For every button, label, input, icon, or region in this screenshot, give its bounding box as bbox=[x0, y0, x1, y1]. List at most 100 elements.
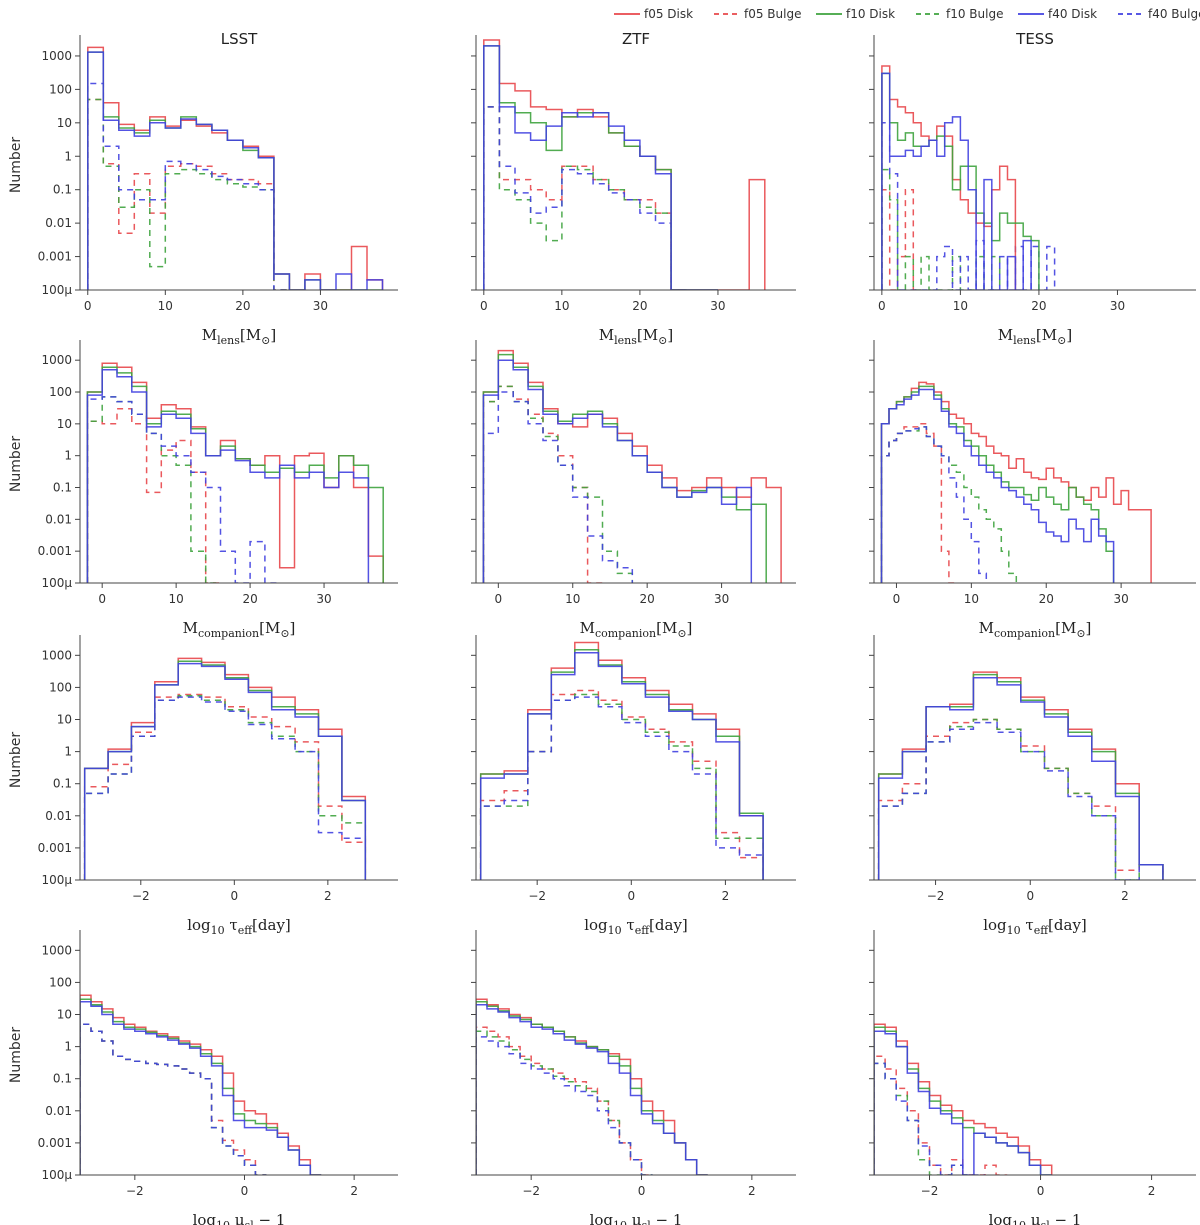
y-tick-label: 1000 bbox=[41, 49, 72, 63]
x-axis-label-subscript: sl bbox=[642, 1219, 652, 1225]
histogram-series-f05-disk bbox=[476, 998, 708, 1175]
y-tick-label: 1 bbox=[64, 149, 72, 163]
y-tick-label: 0.01 bbox=[45, 512, 72, 526]
y-tick-label: 100 bbox=[49, 385, 72, 399]
x-tick-label: 0 bbox=[878, 299, 886, 313]
y-tick-label: 100μ bbox=[41, 1168, 72, 1182]
panel-plot-area bbox=[80, 994, 322, 1175]
panel-plot-area bbox=[86, 362, 384, 583]
x-tick-label: 20 bbox=[1039, 592, 1054, 606]
x-axis-label-part: ] bbox=[667, 326, 673, 344]
x-tick-label: −2 bbox=[528, 889, 546, 903]
histogram-series-f05-bulge bbox=[880, 423, 957, 583]
histogram-series-f40-disk bbox=[86, 369, 370, 583]
x-axis-label-subscript: lens bbox=[1013, 334, 1036, 347]
panel: −2 0 2 log10 μsl − 1 bbox=[471, 930, 796, 1225]
panel: −2 0 2 log10 τeff[day] bbox=[869, 635, 1196, 937]
histogram-series-f40-bulge bbox=[874, 1062, 985, 1175]
x-axis-label-subscript: eff bbox=[635, 924, 651, 937]
y-axis-label: Number bbox=[8, 1027, 24, 1083]
y-tick-label: 10 bbox=[57, 417, 72, 431]
x-tick-label: 0 bbox=[98, 592, 106, 606]
x-axis-label-subscript: companion bbox=[595, 627, 656, 640]
x-tick-label: 30 bbox=[1113, 592, 1128, 606]
column-titles: LSST ZTF TESS bbox=[221, 30, 1054, 48]
panel-plot-area bbox=[87, 46, 384, 290]
histogram-series-f05-bulge bbox=[881, 188, 922, 290]
x-tick-label: 10 bbox=[565, 592, 580, 606]
column-title: TESS bbox=[1015, 30, 1054, 48]
x-axis-label-part: μ bbox=[627, 1211, 642, 1225]
x-tick-label: 20 bbox=[1031, 299, 1046, 313]
x-axis-label-part: log bbox=[983, 916, 1007, 934]
x-axis-label-part: − 1 bbox=[254, 1211, 286, 1225]
x-axis-label-part: M bbox=[599, 326, 614, 344]
y-tick-label: 10 bbox=[57, 116, 72, 130]
panel: 0 10 20 30 Mlens[M⊙] bbox=[869, 35, 1196, 347]
y-tick-label: 1 bbox=[64, 1040, 72, 1054]
x-tick-label: 0 bbox=[495, 592, 503, 606]
y-tick-label: 0.001 bbox=[38, 1136, 72, 1150]
x-tick-label: 30 bbox=[316, 592, 331, 606]
x-axis-label: Mcompanion[M⊙] bbox=[183, 619, 296, 640]
x-tick-label: 0 bbox=[84, 299, 92, 313]
x-tick-label: 10 bbox=[168, 592, 183, 606]
column-title: LSST bbox=[221, 30, 258, 48]
x-axis-label: Mcompanion[M⊙] bbox=[979, 619, 1092, 640]
x-axis-label-subscript: lens bbox=[614, 334, 637, 347]
x-axis-label-part: [day] bbox=[252, 916, 291, 934]
x-axis-label-part: τ bbox=[225, 916, 238, 934]
panel-plot-area bbox=[877, 671, 1164, 880]
x-axis-label: log10 μsl − 1 bbox=[193, 1211, 286, 1225]
x-tick-label: 20 bbox=[632, 299, 647, 313]
histogram-series-f10-disk bbox=[83, 660, 367, 880]
panel-plot-area bbox=[874, 1023, 1053, 1175]
x-axis-label: log10 τeff[day] bbox=[187, 916, 291, 937]
x-tick-label: 0 bbox=[1037, 1184, 1045, 1198]
x-tick-label: 10 bbox=[158, 299, 173, 313]
legend-label: f05 Disk bbox=[644, 7, 693, 21]
x-tick-label: 0 bbox=[893, 592, 901, 606]
x-axis-label-subscript: ⊙ bbox=[677, 627, 686, 640]
histogram-series-f40-disk bbox=[881, 72, 1032, 290]
histogram-series-f05-bulge bbox=[874, 1055, 1008, 1175]
x-axis-label-part: − 1 bbox=[651, 1211, 683, 1225]
histogram-series-f40-disk bbox=[874, 1030, 1052, 1175]
x-axis-label-part: M bbox=[580, 619, 595, 637]
histogram-series-f10-bulge bbox=[874, 1062, 974, 1175]
panel: 0 10 20 30 Mcompanion[M⊙] bbox=[869, 340, 1196, 640]
histogram-series-f05-bulge bbox=[482, 385, 603, 583]
histogram-series-f05-disk bbox=[881, 65, 1017, 290]
x-axis-label-subscript: 10 bbox=[1012, 1219, 1026, 1225]
y-tick-label: 1000 bbox=[41, 943, 72, 957]
x-axis-label-part: [M bbox=[1055, 619, 1076, 637]
y-tick-label: 10 bbox=[57, 1008, 72, 1022]
x-axis-label-part: [M bbox=[656, 619, 677, 637]
x-tick-label: 0 bbox=[1026, 889, 1034, 903]
histogram-series-f10-bulge bbox=[80, 1023, 267, 1175]
y-tick-label: 1 bbox=[64, 449, 72, 463]
x-tick-label: 2 bbox=[1148, 1184, 1156, 1198]
x-tick-label: 0 bbox=[241, 1184, 249, 1198]
x-axis-label: log10 μsl − 1 bbox=[989, 1211, 1082, 1225]
x-tick-label: 30 bbox=[1110, 299, 1125, 313]
y-tick-label: 0.01 bbox=[45, 809, 72, 823]
histogram-series-f40-disk bbox=[80, 1000, 322, 1175]
x-axis-label-part: − 1 bbox=[1050, 1211, 1082, 1225]
x-tick-label: 20 bbox=[235, 299, 250, 313]
histogram-series-f40-bulge bbox=[483, 106, 687, 290]
x-axis-label-part: μ bbox=[230, 1211, 245, 1225]
y-tick-label: 100μ bbox=[41, 283, 72, 297]
x-axis-label-part: log bbox=[590, 1211, 614, 1225]
x-axis-label-part: μ bbox=[1026, 1211, 1041, 1225]
x-axis-label-subscript: 10 bbox=[216, 1219, 230, 1225]
legend-label: f10 Bulge bbox=[946, 7, 1003, 21]
y-tick-label: 0.1 bbox=[53, 183, 72, 197]
x-tick-label: −2 bbox=[132, 889, 150, 903]
histogram-series-f40-disk bbox=[880, 388, 1115, 583]
histogram-series-f10-bulge bbox=[83, 694, 367, 880]
x-axis-label-part: log bbox=[193, 1211, 217, 1225]
x-axis-label-part: M bbox=[202, 326, 217, 344]
histogram-series-f10-bulge bbox=[880, 426, 1018, 583]
